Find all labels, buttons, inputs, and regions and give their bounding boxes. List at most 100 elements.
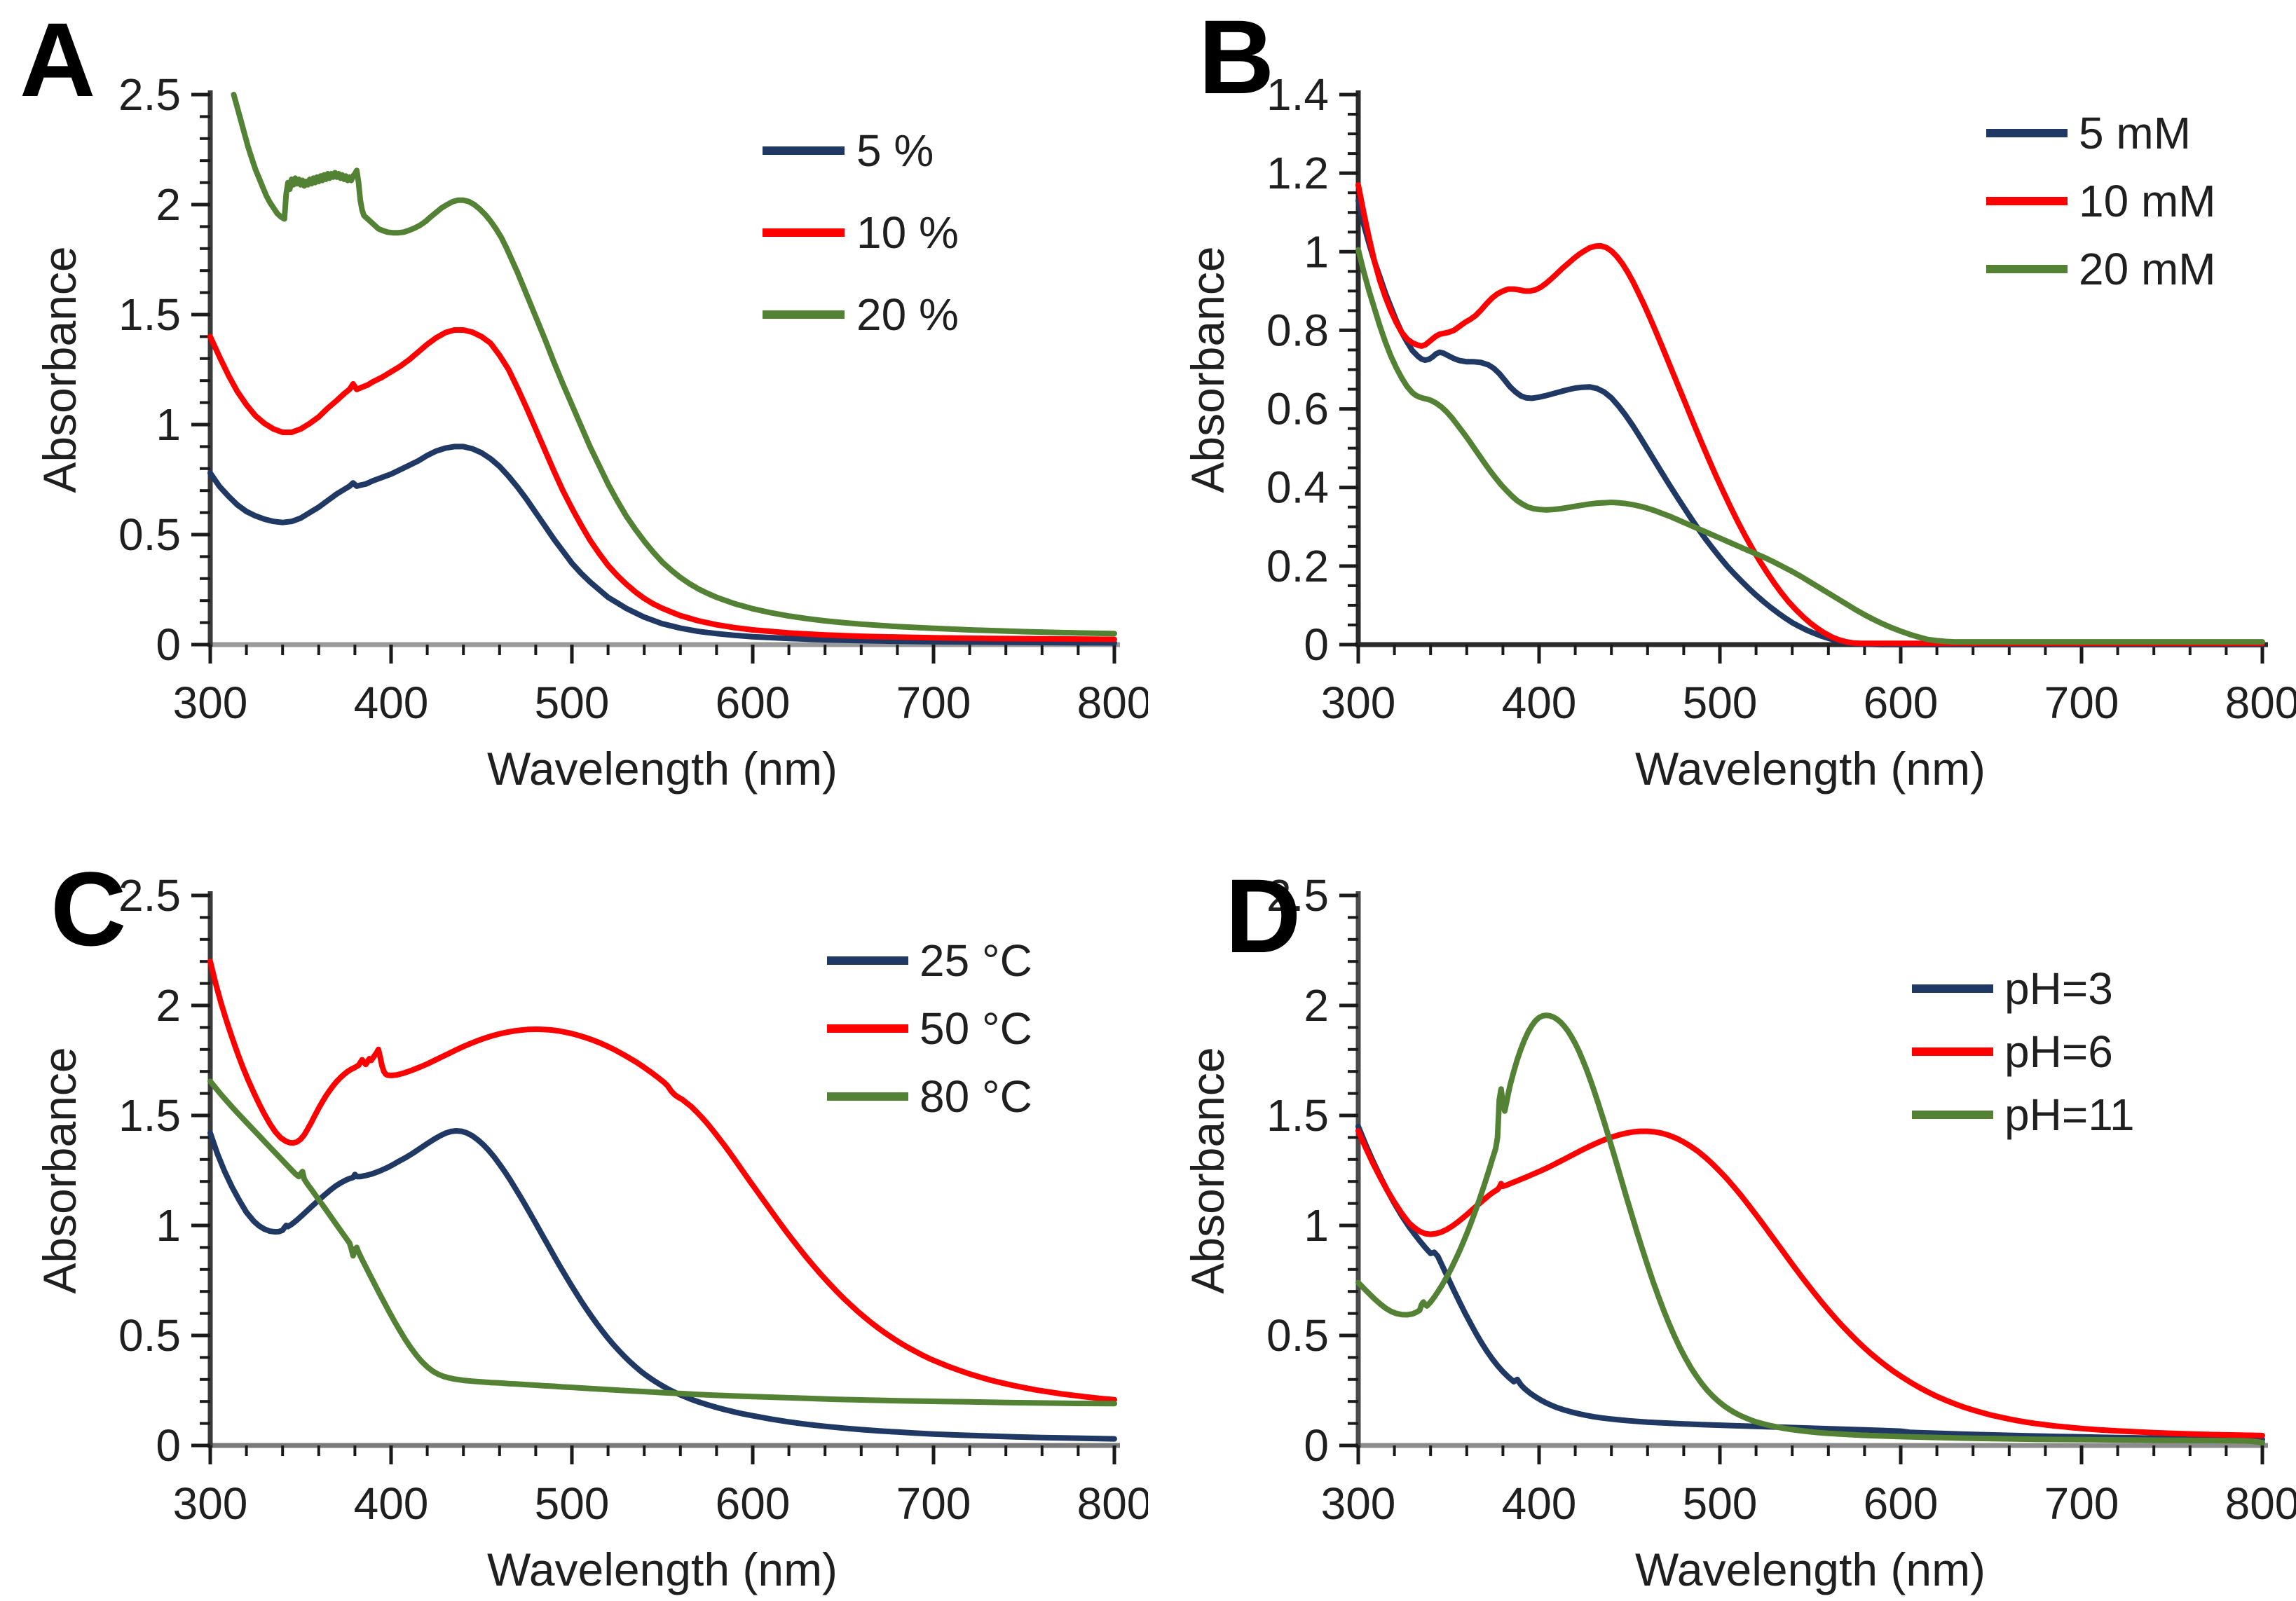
series-10-line (207, 327, 1117, 643)
y-tick-label: 0.6 (1266, 384, 1329, 434)
x-axis-ticks (208, 1445, 1116, 1464)
y-axis-ticks (1339, 893, 1358, 1448)
y-tick-label: 1 (1304, 226, 1329, 277)
y-tick-label: 0.5 (118, 509, 181, 560)
y-tick-label: 1.2 (1266, 148, 1329, 198)
x-tick-label: 400 (1502, 1478, 1577, 1529)
x-tick-label: 700 (896, 678, 971, 728)
panel-label-b: B (1198, 0, 1275, 116)
y-tick-label: 0.5 (1266, 1310, 1329, 1361)
legend-label-50-c: 50 °C (920, 1003, 1032, 1054)
panel-label-d: D (1225, 857, 1301, 975)
x-axis-title: Wavelength (nm) (1635, 1544, 1986, 1595)
series-10-mm-line (1355, 182, 2265, 647)
y-tick-label: 1 (156, 1200, 181, 1251)
x-tick-label: 500 (1683, 678, 1758, 728)
legend-label-25-c: 25 °C (920, 935, 1032, 986)
x-tick-label: 700 (2044, 678, 2119, 728)
legend: 25 °C 50 °C 80 °C (827, 935, 1032, 1122)
y-tick-label: 0 (156, 619, 181, 670)
y-tick-label: 0.5 (118, 1310, 181, 1361)
x-axis-tick-labels: 300 400 500 600 700 800 (173, 1478, 1148, 1529)
y-axis-tick-labels: 0 0.5 1 1.5 2 2.5 (1266, 870, 1329, 1471)
legend-label-80-c: 80 °C (920, 1071, 1032, 1122)
x-tick-label: 700 (896, 1478, 971, 1529)
x-axis-ticks (208, 645, 1116, 664)
x-axis-ticks (1356, 1445, 2264, 1464)
x-tick-label: 600 (1864, 1478, 1939, 1529)
y-axis-ticks (191, 92, 210, 647)
y-tick-label: 1.5 (1266, 1090, 1329, 1141)
y-tick-label: 0.8 (1266, 305, 1329, 355)
y-axis-title: Absorbance (34, 246, 86, 493)
x-tick-label: 300 (1321, 1478, 1396, 1529)
y-tick-label: 1.4 (1266, 69, 1329, 120)
x-axis-tick-labels: 300 400 500 600 700 800 (1321, 678, 2296, 728)
panel-label-c: C (50, 850, 127, 968)
panel-b-chart: 300 400 500 600 700 800 0 0.2 0.4 0.6 0.8 1 1.2 1.4 Wa… (1182, 69, 2296, 795)
legend: 5 mM 10 mM 20 mM (1986, 108, 2216, 294)
x-tick-label: 500 (535, 678, 610, 728)
y-tick-label: 2.5 (118, 870, 181, 921)
panel-a-chart: 300 400 500 600 700 800 0 0.5 1 1.5 2 2.5 Wavelength… (34, 69, 1148, 795)
y-axis-ticks (191, 893, 210, 1448)
legend-label-10-mm: 10 mM (2079, 176, 2216, 226)
x-axis-tick-labels: 300 400 500 600 700 800 (1321, 1478, 2296, 1529)
y-tick-label: 2 (1304, 980, 1329, 1031)
y-axis-tick-labels: 0 0.2 0.4 0.6 0.8 1 1.2 1.4 (1266, 69, 1329, 670)
series-20-line (231, 92, 1117, 637)
x-axis-tick-labels: 300 400 500 600 700 800 (173, 678, 1148, 728)
legend-label-5: 5 % (856, 125, 934, 176)
x-tick-label: 800 (2225, 678, 2296, 728)
x-tick-label: 800 (1077, 678, 1148, 728)
x-tick-label: 400 (354, 678, 429, 728)
legend-label-ph-11: pH=11 (2004, 1090, 2135, 1140)
legend-label-10: 10 % (856, 207, 959, 258)
series-5-line (207, 444, 1117, 646)
y-tick-label: 2 (156, 980, 181, 1031)
y-tick-label: 0 (1304, 1420, 1329, 1471)
x-tick-label: 400 (354, 1478, 429, 1529)
x-tick-label: 300 (173, 678, 248, 728)
x-tick-label: 500 (535, 1478, 610, 1529)
panel-c-chart: 300 400 500 600 700 800 0 0.5 1 1.5 2 2.5 Wavelength… (34, 870, 1148, 1595)
series-50-c-line (207, 958, 1117, 1403)
x-tick-label: 700 (2044, 1478, 2119, 1529)
series-80-c-line (207, 1078, 1117, 1407)
series-ph-3-line (1355, 1123, 2265, 1443)
legend: pH=3 pH=6 pH=11 (1912, 963, 2135, 1140)
panel-label-a: A (20, 1, 96, 118)
y-tick-label: 1 (1304, 1200, 1329, 1251)
y-tick-label: 0 (1304, 619, 1329, 670)
x-tick-label: 800 (1077, 1478, 1148, 1529)
legend-label-20-mm: 20 mM (2079, 244, 2216, 294)
y-tick-label: 0.2 (1266, 541, 1329, 591)
y-axis-tick-labels: 0 0.5 1 1.5 2 2.5 (118, 870, 181, 1471)
y-tick-label: 1 (156, 399, 181, 450)
x-axis-ticks (1356, 645, 2264, 664)
y-tick-label: 1.5 (118, 289, 181, 340)
y-tick-label: 1.5 (118, 1090, 181, 1141)
x-tick-label: 600 (1864, 678, 1939, 728)
series-ph-11-line (1355, 1012, 2265, 1445)
y-axis-ticks (1339, 92, 1358, 647)
y-axis-tick-labels: 0 0.5 1 1.5 2 2.5 (118, 69, 181, 670)
y-tick-label: 0.4 (1266, 462, 1329, 513)
legend-label-ph-3: pH=3 (2004, 963, 2113, 1014)
legend: 5 % 10 % 20 % (763, 125, 959, 340)
x-tick-label: 400 (1502, 678, 1577, 728)
y-tick-label: 0 (156, 1420, 181, 1471)
x-tick-label: 600 (716, 1478, 791, 1529)
series-ph-6-line (1355, 1128, 2265, 1438)
y-axis-title: Absorbance (1182, 1047, 1234, 1293)
y-tick-label: 2 (156, 179, 181, 230)
y-axis-title: Absorbance (34, 1047, 86, 1293)
x-axis-title: Wavelength (nm) (487, 743, 838, 795)
x-tick-label: 800 (2225, 1478, 2296, 1529)
y-tick-label: 2.5 (118, 69, 181, 120)
legend-label-5-mm: 5 mM (2079, 108, 2191, 158)
series-5-mm-line (1355, 198, 2265, 647)
x-tick-label: 600 (716, 678, 791, 728)
x-axis-title: Wavelength (nm) (1635, 743, 1986, 795)
